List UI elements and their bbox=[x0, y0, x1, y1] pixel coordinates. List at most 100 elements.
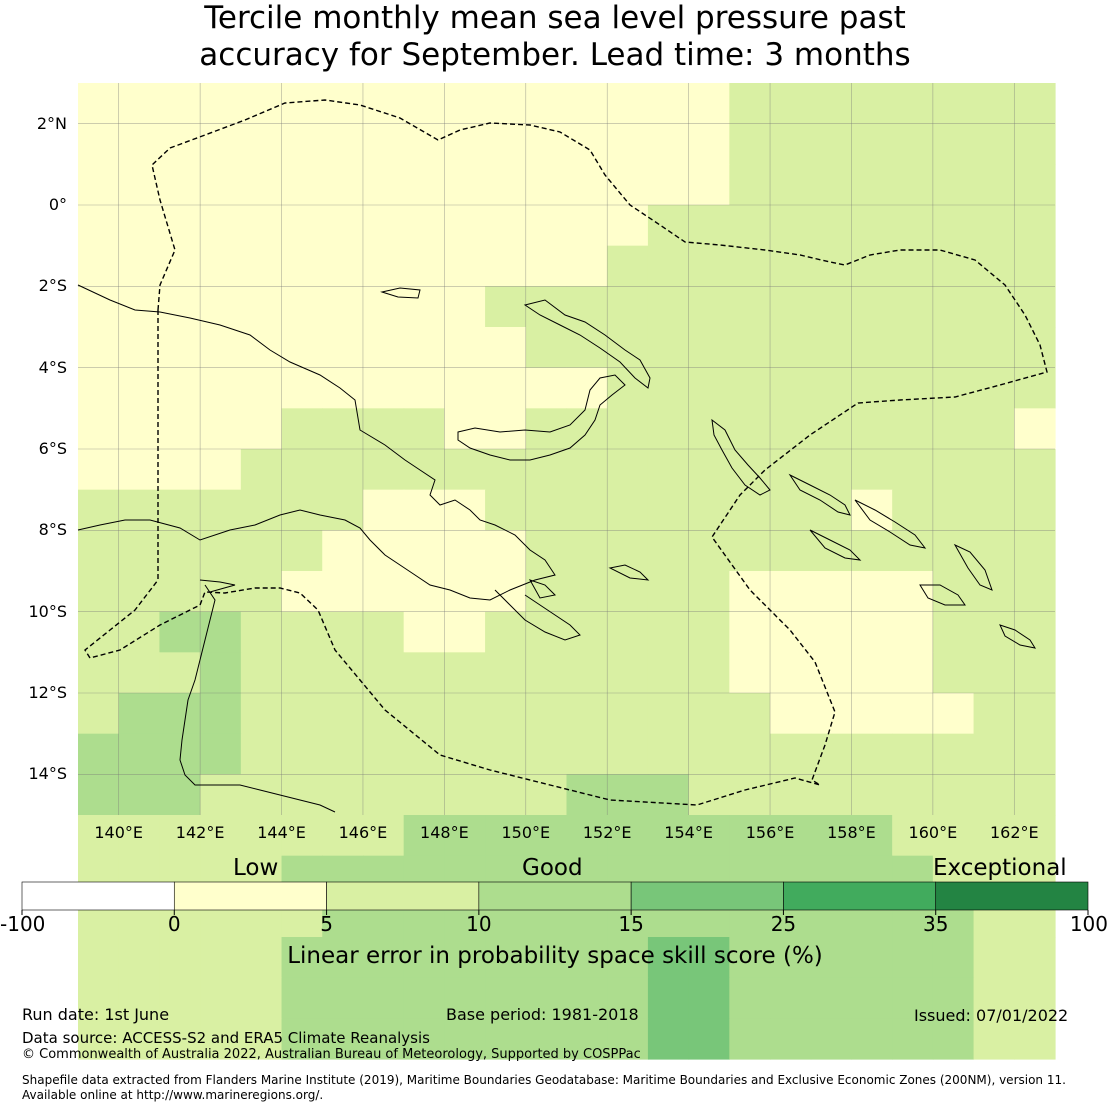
grid-cell bbox=[118, 733, 161, 775]
grid-cell bbox=[729, 977, 771, 1019]
title-line-1: Tercile monthly mean sea level pressure … bbox=[204, 0, 906, 36]
grid-cell bbox=[200, 530, 242, 572]
grid-cell bbox=[240, 286, 283, 328]
grid-cell bbox=[607, 774, 649, 816]
grid-cell bbox=[200, 408, 242, 450]
grid-cell bbox=[159, 571, 201, 613]
grid-cell bbox=[688, 937, 730, 979]
colorbar-segment bbox=[326, 881, 480, 911]
grid-cell bbox=[892, 408, 934, 450]
grid-cell bbox=[607, 1018, 649, 1060]
grid-cell bbox=[851, 83, 893, 125]
grid-cell bbox=[78, 205, 120, 247]
grid-cell bbox=[932, 611, 975, 653]
grid-cell bbox=[1014, 245, 1056, 287]
latitude-label: 14°S bbox=[28, 764, 67, 784]
grid-cell bbox=[892, 286, 934, 328]
grid-cell bbox=[607, 367, 649, 409]
grid-cell bbox=[770, 408, 812, 450]
solomons-newgeorgia bbox=[809, 529, 862, 561]
grid-cell bbox=[647, 815, 690, 857]
grid-cell bbox=[851, 774, 893, 816]
grid-cell bbox=[362, 937, 405, 979]
grid-cell bbox=[525, 1018, 568, 1060]
grid-cell bbox=[362, 611, 405, 653]
grid-cell bbox=[810, 937, 853, 979]
grid-cell bbox=[1014, 123, 1056, 165]
grid-cell bbox=[647, 611, 690, 653]
grid-cell bbox=[444, 1018, 486, 1060]
grid-cell bbox=[159, 693, 201, 735]
grid-cell bbox=[444, 245, 486, 287]
grid-cell bbox=[200, 449, 242, 491]
colorbar-tick-label: 0 bbox=[167, 912, 181, 936]
grid-cell bbox=[78, 123, 120, 165]
latitude-label: 0° bbox=[48, 195, 67, 214]
grid-cell bbox=[200, 367, 242, 409]
grid-cell bbox=[240, 408, 283, 450]
new-britain-coast bbox=[457, 374, 626, 461]
grid-cell bbox=[159, 286, 201, 328]
grid-cell bbox=[647, 977, 690, 1019]
grid-cell bbox=[566, 489, 608, 531]
grid-cell bbox=[444, 164, 486, 206]
grid-cell bbox=[932, 286, 975, 328]
grid-cell bbox=[892, 815, 934, 857]
grid-cell bbox=[118, 408, 161, 450]
grid-cell bbox=[322, 245, 364, 287]
grid-cell bbox=[525, 205, 568, 247]
grid-cell bbox=[444, 693, 486, 735]
grid-cell bbox=[1014, 1018, 1056, 1060]
grid-cell bbox=[403, 652, 445, 694]
grid-cell bbox=[973, 977, 1015, 1019]
grid-cell bbox=[78, 245, 120, 287]
grid-cell bbox=[1014, 286, 1056, 328]
grid-cell bbox=[851, 611, 893, 653]
grid-cell bbox=[281, 652, 323, 694]
grid-cell bbox=[607, 245, 649, 287]
grid-cell bbox=[932, 733, 975, 775]
grid-cell bbox=[1014, 530, 1056, 572]
grid-cell bbox=[1014, 164, 1056, 206]
grid-cell bbox=[729, 611, 771, 653]
grid-cell bbox=[607, 652, 649, 694]
grid-cell bbox=[322, 611, 364, 653]
grid-cell bbox=[729, 286, 771, 328]
grid-cell bbox=[159, 83, 201, 125]
grid-cell bbox=[688, 977, 730, 1019]
latitude-label: 4°S bbox=[38, 357, 67, 377]
grid-cell bbox=[688, 205, 730, 247]
grid-cell bbox=[932, 245, 975, 287]
grid-cell bbox=[403, 245, 445, 287]
grid-cell bbox=[810, 367, 853, 409]
longitude-label: 142°E bbox=[175, 823, 225, 842]
grid-cell bbox=[322, 937, 364, 979]
grid-cell bbox=[525, 367, 568, 409]
grid-cell bbox=[932, 937, 975, 979]
grid-cell bbox=[240, 123, 283, 165]
grid-cell bbox=[362, 977, 405, 1019]
grid-cell bbox=[851, 449, 893, 491]
run-date: Run date: 1st June bbox=[22, 1005, 170, 1024]
grid-cell bbox=[607, 530, 649, 572]
longitude-label: 146°E bbox=[338, 823, 388, 842]
grid-cell bbox=[932, 449, 975, 491]
grid-cell bbox=[729, 327, 771, 369]
grid-cell bbox=[851, 815, 893, 857]
grid-cell bbox=[444, 489, 486, 531]
grid-cell bbox=[810, 611, 853, 653]
grid-cell bbox=[240, 245, 283, 287]
issued-date: Issued: 07/01/2022 bbox=[914, 1006, 1069, 1025]
grid-cell bbox=[973, 571, 1015, 613]
grid-cell bbox=[525, 733, 568, 775]
grid-cell bbox=[444, 327, 486, 369]
grid-cell bbox=[892, 774, 934, 816]
grid-cell bbox=[78, 449, 120, 491]
grid-cell bbox=[729, 205, 771, 247]
grid-cell bbox=[892, 1018, 934, 1060]
grid-cell bbox=[607, 977, 649, 1019]
latitude-label: 2°N bbox=[36, 113, 67, 133]
latitude-label: 10°S bbox=[28, 601, 67, 621]
grid-cell bbox=[729, 571, 771, 613]
grid-cell bbox=[770, 977, 812, 1019]
